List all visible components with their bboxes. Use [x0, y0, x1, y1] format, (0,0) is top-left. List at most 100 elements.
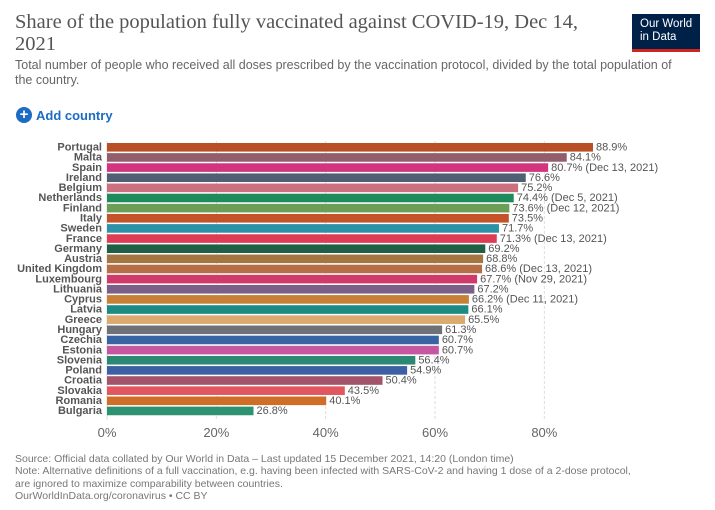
- category-label: Austria: [64, 253, 103, 265]
- category-label: Belgium: [59, 182, 103, 194]
- source-note: Source: Official data collated by Our Wo…: [15, 453, 514, 465]
- add-country-label: Add country: [36, 107, 113, 123]
- category-label: Germany: [54, 243, 103, 255]
- value-label: 76.6%: [529, 172, 560, 184]
- plus-icon: +: [16, 107, 32, 123]
- bar: [107, 173, 526, 183]
- value-label: 68.8%: [486, 253, 517, 265]
- category-label: Finland: [63, 202, 102, 214]
- logo-line-2: in Data: [640, 31, 677, 43]
- bar: [107, 386, 345, 395]
- value-label: 71.7%: [502, 223, 533, 235]
- bar: [107, 295, 469, 304]
- bar: [107, 183, 519, 193]
- category-label: Spain: [72, 162, 102, 174]
- category-label: Latvia: [70, 304, 103, 316]
- value-label: 26.8%: [257, 405, 288, 417]
- value-label: 73.5%: [512, 212, 543, 224]
- value-label: 75.2%: [521, 182, 552, 194]
- chart-subtitle: Total number of people who received all …: [15, 58, 672, 87]
- bar: [107, 376, 383, 385]
- bar: [107, 153, 567, 162]
- bar: [107, 355, 416, 365]
- category-label: Cyprus: [64, 294, 102, 306]
- bar: [107, 244, 486, 253]
- bar: [107, 366, 408, 375]
- value-label: 43.5%: [348, 385, 379, 397]
- value-label: 61.3%: [445, 324, 476, 336]
- category-label: Ireland: [66, 172, 102, 184]
- value-label: 54.9%: [410, 365, 441, 377]
- category-label: Malta: [74, 152, 103, 164]
- add-country-button[interactable]: + Add country: [16, 106, 113, 124]
- category-label: Lithuania: [53, 283, 103, 295]
- value-label: 68.6% (Dec 13, 2021): [485, 263, 592, 275]
- bar: [107, 193, 514, 203]
- bar: [107, 305, 469, 314]
- license-link[interactable]: OurWorldInData.org/coronavirus • CC BY: [15, 490, 208, 503]
- definition-note: Note: Alternative definitions of a full …: [15, 465, 631, 478]
- category-label: Estonia: [62, 344, 103, 356]
- bar: [107, 325, 443, 335]
- category-label: Italy: [80, 212, 103, 224]
- bar: [107, 315, 466, 324]
- bar: [107, 203, 510, 213]
- logo-line-1: Our World: [640, 18, 693, 30]
- category-label: Czechia: [60, 334, 102, 346]
- category-label: France: [66, 233, 102, 245]
- value-label: 56.4%: [418, 354, 449, 366]
- value-label: 40.1%: [329, 395, 360, 407]
- category-label: Greece: [65, 314, 102, 326]
- category-label: United Kingdom: [17, 263, 102, 275]
- x-tick-label: 80%: [531, 425, 557, 440]
- category-label: Hungary: [57, 324, 103, 336]
- category-label: Slovakia: [57, 385, 103, 397]
- bar: [107, 406, 254, 416]
- category-label: Portugal: [57, 142, 102, 154]
- value-label: 67.7% (Nov 29, 2021): [480, 273, 587, 285]
- value-label: 74.4% (Dec 5, 2021): [517, 192, 618, 204]
- category-label: Sweden: [60, 223, 102, 235]
- chart-footer: Source: Official data collated by Our Wo…: [15, 453, 705, 503]
- bar: [107, 213, 509, 223]
- bar: [107, 163, 549, 172]
- value-label: 69.2%: [488, 243, 519, 255]
- bar-chart: 0% 20% 40% 60% 80% Portugal 88.9% Malta 84.1% Spa…: [17, 141, 658, 440]
- value-label: 65.5%: [468, 314, 499, 326]
- category-label: Bulgaria: [58, 405, 103, 417]
- value-label: 66.2% (Dec 11, 2021): [472, 294, 578, 306]
- category-label: Luxembourg: [35, 273, 102, 285]
- bar: [107, 234, 497, 243]
- value-label: 66.1%: [471, 304, 502, 316]
- x-tick-label: 0%: [98, 425, 117, 440]
- bar: [107, 264, 483, 274]
- x-tick-label: 40%: [313, 425, 339, 440]
- value-label: 67.2%: [477, 283, 508, 295]
- bar: [107, 224, 499, 233]
- category-label: Slovenia: [57, 354, 103, 366]
- x-tick-label: 20%: [203, 425, 229, 440]
- value-label: 80.7% (Dec 13, 2021): [551, 162, 658, 174]
- bar: [107, 396, 327, 406]
- value-label: 71.3% (Dec 13, 2021): [500, 233, 607, 245]
- bar: [107, 284, 475, 294]
- category-label: Poland: [65, 365, 102, 377]
- value-label: 60.7%: [442, 344, 473, 356]
- value-label: 73.6% (Dec 12, 2021): [512, 202, 619, 214]
- value-label: 84.1%: [570, 152, 601, 164]
- bar: [107, 254, 484, 264]
- category-label: Croatia: [64, 375, 103, 387]
- value-label: 60.7%: [442, 334, 473, 346]
- value-label: 50.4%: [386, 375, 417, 387]
- x-tick-label: 60%: [422, 425, 448, 440]
- category-label: Romania: [56, 395, 103, 407]
- definition-note-continued: are ignored to maximize comparability be…: [15, 477, 283, 490]
- chart-title: Share of the population fully vaccinated…: [15, 11, 579, 55]
- bar: [107, 274, 478, 284]
- bar: [107, 345, 439, 355]
- value-label: 88.9%: [596, 142, 627, 154]
- bar: [107, 143, 593, 152]
- owid-logo[interactable]: Our World in Data: [632, 14, 700, 52]
- bar: [107, 335, 439, 345]
- category-label: Netherlands: [38, 192, 102, 204]
